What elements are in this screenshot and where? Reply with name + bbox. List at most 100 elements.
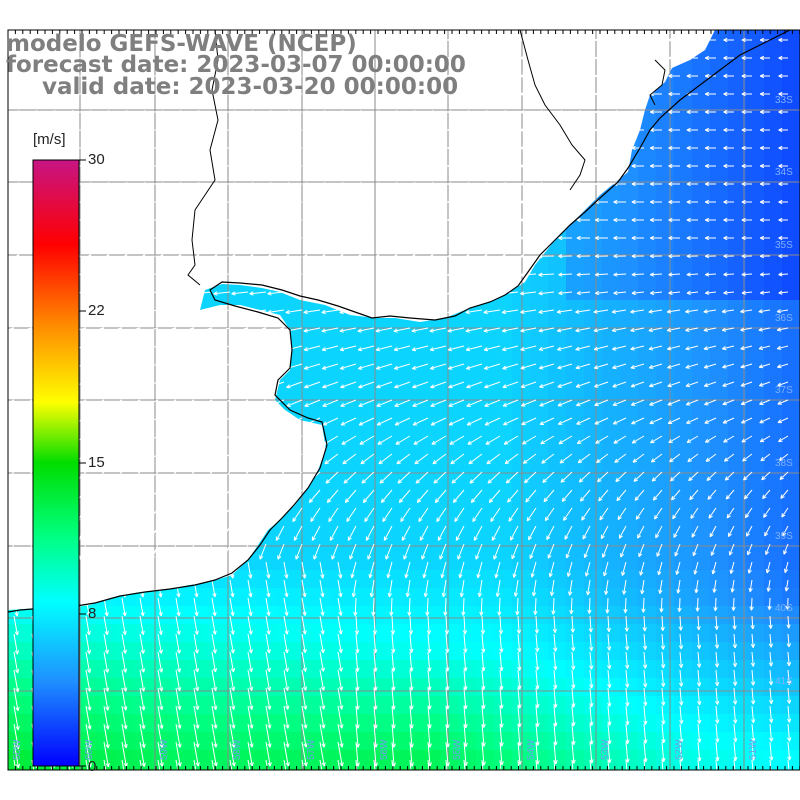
speed-cell bbox=[530, 588, 548, 606]
wind-arrow-head bbox=[447, 37, 452, 41]
speed-cell bbox=[512, 624, 530, 642]
speed-cell bbox=[584, 264, 602, 282]
speed-cell bbox=[368, 534, 386, 552]
speed-cell bbox=[638, 498, 656, 516]
speed-cell bbox=[332, 534, 350, 552]
wind-arrow-head bbox=[87, 37, 92, 41]
speed-cell bbox=[566, 228, 584, 246]
speed-cell bbox=[746, 750, 764, 768]
speed-cell bbox=[638, 354, 656, 372]
speed-cell bbox=[350, 336, 368, 354]
wind-arrow-head bbox=[429, 39, 434, 43]
speed-cell bbox=[458, 642, 476, 660]
speed-cell bbox=[386, 624, 404, 642]
speed-cell bbox=[458, 570, 476, 588]
speed-cell bbox=[440, 534, 458, 552]
speed-cell bbox=[728, 354, 746, 372]
speed-cell bbox=[548, 408, 566, 426]
wind-arrow-head bbox=[0, 403, 2, 406]
speed-cell bbox=[746, 264, 764, 282]
speed-cell bbox=[386, 642, 404, 660]
speed-cell bbox=[332, 444, 350, 462]
speed-cell bbox=[314, 588, 332, 606]
wind-arrow-head bbox=[321, 37, 326, 41]
wind-arrow-head bbox=[123, 39, 128, 43]
speed-cell bbox=[782, 606, 800, 624]
speed-cell bbox=[782, 102, 800, 120]
speed-cell bbox=[458, 552, 476, 570]
speed-cell bbox=[782, 462, 800, 480]
speed-cell bbox=[548, 300, 566, 318]
speed-cell bbox=[710, 84, 728, 102]
speed-cell bbox=[710, 264, 728, 282]
speed-cell bbox=[638, 462, 656, 480]
speed-cell bbox=[512, 768, 530, 770]
speed-cell bbox=[350, 714, 368, 732]
speed-cell bbox=[764, 588, 782, 606]
speed-cell bbox=[296, 768, 314, 770]
speed-cell bbox=[566, 642, 584, 660]
speed-cell bbox=[512, 750, 530, 768]
speed-cell bbox=[386, 696, 404, 714]
speed-cell bbox=[746, 174, 764, 192]
speed-cell bbox=[530, 408, 548, 426]
speed-cell bbox=[170, 768, 188, 770]
speed-cell bbox=[746, 642, 764, 660]
speed-cell bbox=[512, 318, 530, 336]
wind-arrow-head bbox=[87, 39, 92, 43]
speed-cell bbox=[638, 372, 656, 390]
wind-arrow-head bbox=[231, 39, 236, 43]
speed-cell bbox=[548, 660, 566, 678]
speed-cell bbox=[440, 696, 458, 714]
wind-arrow-head bbox=[0, 238, 1, 240]
speed-cell bbox=[458, 714, 476, 732]
speed-cell bbox=[746, 102, 764, 120]
speed-cell bbox=[674, 228, 692, 246]
speed-cell bbox=[710, 498, 728, 516]
speed-cell bbox=[782, 750, 800, 768]
speed-cell bbox=[548, 318, 566, 336]
speed-cell bbox=[440, 642, 458, 660]
speed-cell bbox=[512, 714, 530, 732]
speed-cell bbox=[764, 750, 782, 768]
speed-cell bbox=[386, 426, 404, 444]
speed-cell bbox=[692, 354, 710, 372]
speed-cell bbox=[458, 606, 476, 624]
speed-cell bbox=[674, 660, 692, 678]
speed-cell bbox=[620, 570, 638, 588]
speed-cell bbox=[602, 372, 620, 390]
speed-cell bbox=[764, 354, 782, 372]
speed-cell bbox=[782, 228, 800, 246]
speed-cell bbox=[548, 606, 566, 624]
wind-arrow-head bbox=[0, 292, 1, 294]
speed-cell bbox=[422, 318, 440, 336]
speed-cell bbox=[314, 534, 332, 552]
speed-cell bbox=[674, 336, 692, 354]
speed-cell bbox=[692, 84, 710, 102]
wind-arrow-head bbox=[0, 202, 1, 204]
speed-cell bbox=[782, 192, 800, 210]
speed-cell bbox=[566, 264, 584, 282]
speed-cell bbox=[674, 300, 692, 318]
wind-arrow-head bbox=[411, 37, 416, 41]
speed-cell bbox=[548, 372, 566, 390]
speed-cell bbox=[584, 300, 602, 318]
speed-cell bbox=[782, 444, 800, 462]
speed-cell bbox=[746, 156, 764, 174]
speed-cell bbox=[314, 480, 332, 498]
speed-cell bbox=[404, 588, 422, 606]
wind-arrow-head bbox=[0, 166, 1, 168]
speed-cell bbox=[620, 372, 638, 390]
speed-cell bbox=[386, 732, 404, 750]
speed-cell bbox=[566, 606, 584, 624]
speed-cell bbox=[692, 588, 710, 606]
speed-cell bbox=[764, 732, 782, 750]
speed-cell bbox=[350, 606, 368, 624]
speed-cell bbox=[584, 624, 602, 642]
speed-cell bbox=[584, 588, 602, 606]
speed-cell bbox=[782, 480, 800, 498]
speed-cell bbox=[278, 552, 296, 570]
speed-cell bbox=[566, 462, 584, 480]
speed-cell bbox=[350, 390, 368, 408]
speed-cell bbox=[368, 336, 386, 354]
